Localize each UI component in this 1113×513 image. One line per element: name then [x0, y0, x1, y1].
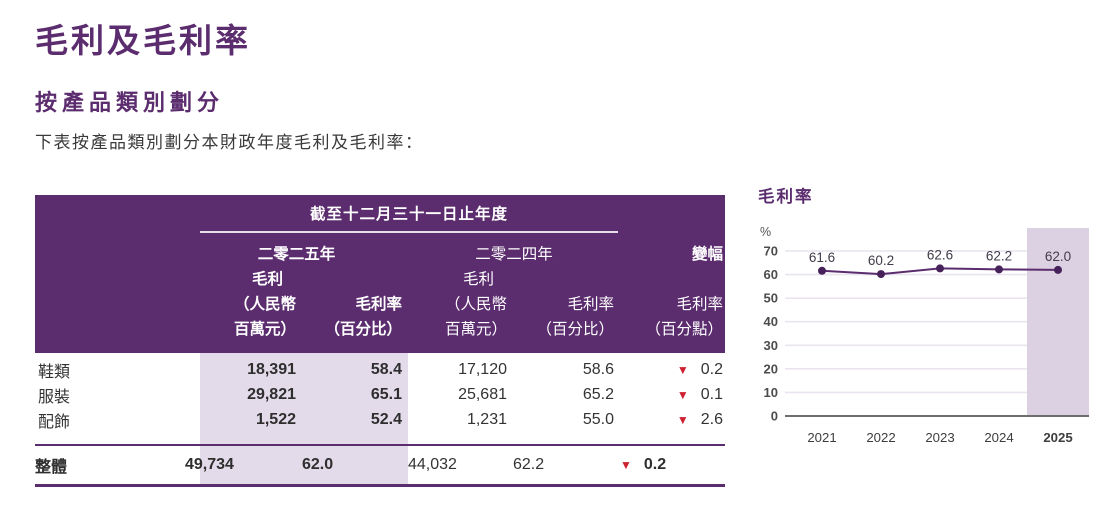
col-group-2025: 二零二五年 — [257, 246, 336, 263]
subheader-line: （人民幣 — [233, 296, 296, 313]
change-number: 0.2 — [700, 360, 723, 378]
subheader-line: （百分比） — [536, 321, 614, 338]
subheader-cell: 毛利率 （百分比） — [302, 267, 408, 342]
gp-2025-value: 49,734 — [185, 456, 234, 473]
y-tick-label: 20 — [764, 361, 778, 376]
period-underline — [200, 231, 618, 233]
subheader-cell: 毛利率 （百分比） — [513, 267, 620, 342]
change-value: ▼ 0.2 — [620, 361, 725, 379]
data-point — [995, 265, 1003, 274]
data-point — [877, 270, 885, 279]
data-point — [1054, 265, 1062, 274]
col-group-change: 變幅 — [691, 246, 723, 263]
change-number: 2.6 — [700, 410, 723, 428]
data-label: 60.2 — [868, 253, 894, 268]
col-group-2024: 二零二四年 — [475, 246, 553, 263]
gross-margin-line-chart: % 0 10 20 30 40 50 60 70 61.6 60.2 62.6 62.2 62.0 2021… — [760, 225, 1089, 445]
change-number: 0.1 — [700, 385, 723, 403]
page-title: 毛利及毛利率 — [35, 22, 251, 59]
total-row: 整體 49,734 62.0 44,032 62.2 ▼ 0.2 — [35, 446, 725, 484]
table-body: 鞋類 18,391 58.4 17,120 58.6 ▼ 0.2 服裝 29,821 65.1 25… — [35, 353, 725, 432]
table-row: 配飾 1,522 52.4 1,231 55.0 ▼ 2.6 — [35, 407, 725, 432]
table-bottom-border — [35, 484, 725, 487]
x-tick-label: 2022 — [866, 430, 895, 445]
section-title: 按產品類別劃分 — [35, 90, 225, 115]
down-triangle-icon: ▼ — [676, 387, 689, 402]
subheader-cell — [35, 267, 185, 342]
subheader-line: 毛利率 — [676, 296, 723, 313]
subheader-line: （百分比） — [324, 321, 402, 338]
subheader-cell: 毛利 （人民幣百萬元） — [185, 267, 302, 342]
data-point — [818, 266, 826, 275]
subheader-line: （人民幣 — [444, 296, 507, 313]
subheader-cell: 毛利率 （百分點） — [620, 267, 725, 342]
x-tick-label: 2021 — [807, 430, 836, 445]
gp-2025-value: 29,821 — [247, 385, 296, 403]
subheader-line: 百萬元） — [444, 321, 507, 338]
chart-title: 毛利率 — [758, 188, 814, 206]
change-value: ▼ 0.1 — [620, 386, 725, 404]
gm-2025-value: 52.4 — [370, 410, 402, 428]
row-label: 整體 — [35, 459, 68, 476]
gp-2024-value: 17,120 — [458, 360, 507, 378]
down-triangle-icon: ▼ — [676, 362, 689, 377]
y-tick-label: 50 — [764, 291, 778, 306]
data-label: 62.6 — [927, 247, 953, 262]
table-header: 截至十二月三十一日止年度 二零二五年 二零二四年 變幅 毛利 （人民幣 百萬元） 毛利… — [35, 195, 725, 353]
y-tick-label: 30 — [764, 338, 778, 353]
year-group-row: 二零二五年 二零二四年 變幅 — [35, 242, 725, 264]
subheader-line: 百萬元） — [233, 321, 296, 338]
x-tick-label: 2023 — [925, 430, 954, 445]
gm-2025-value: 58.4 — [370, 360, 402, 378]
subheader-cell: 毛利 （人民幣百萬元） — [408, 267, 513, 342]
total-row-wrap: 整體 49,734 62.0 44,032 62.2 ▼ 0.2 — [35, 446, 725, 484]
data-label: 62.0 — [1045, 249, 1071, 264]
change-value: ▼ 0.2 — [620, 456, 725, 474]
gp-2024-value: 25,681 — [458, 385, 507, 403]
subheader-line: （百分點） — [645, 321, 723, 338]
gm-2024-value: 58.6 — [582, 360, 614, 378]
table-row: 鞋類 18,391 58.4 17,120 58.6 ▼ 0.2 — [35, 357, 725, 382]
y-tick-label: 40 — [764, 314, 778, 329]
x-tick-label: 2024 — [984, 430, 1013, 445]
change-number: 0.2 — [643, 456, 667, 473]
y-tick-label: 70 — [764, 244, 778, 259]
highlight-2025-columns — [200, 353, 408, 487]
gm-2025-value: 62.0 — [302, 456, 334, 473]
gross-profit-table: 截至十二月三十一日止年度 二零二五年 二零二四年 變幅 毛利 （人民幣 百萬元） 毛利… — [35, 195, 725, 487]
gp-2025-value: 1,522 — [255, 410, 296, 428]
row-label: 配飾 — [38, 413, 71, 431]
period-header: 截至十二月三十一日止年度 — [309, 206, 508, 223]
highlight-2025-band — [1027, 228, 1089, 416]
intro-text: 下表按產品類別劃分本財政年度毛利及毛利率： — [35, 133, 424, 152]
y-tick-label: 10 — [764, 385, 778, 400]
change-value: ▼ 2.6 — [620, 411, 725, 429]
gm-2024-value: 62.2 — [513, 456, 545, 473]
down-triangle-icon: ▼ — [676, 412, 689, 427]
subheader-line: 毛利 — [251, 271, 283, 288]
data-point — [936, 264, 944, 273]
subheader-line: 毛利 — [462, 271, 494, 288]
subheader-line: 毛利率 — [355, 296, 402, 313]
y-axis-unit-label: % — [760, 225, 771, 239]
gp-2024-value: 44,032 — [408, 456, 457, 473]
subheader-row: 毛利 （人民幣百萬元） 毛利率 （百分比） 毛利 （人民幣百萬元） 毛利率 （百分比） 毛利率 （… — [35, 267, 725, 342]
gm-2024-value: 65.2 — [582, 385, 614, 403]
gp-2024-value: 1,231 — [466, 410, 507, 428]
y-tick-label: 0 — [771, 409, 778, 424]
x-tick-label: 2025 — [1043, 430, 1072, 445]
data-label: 61.6 — [809, 250, 835, 265]
down-triangle-icon: ▼ — [620, 458, 632, 472]
row-label: 服裝 — [38, 388, 71, 406]
subheader-line: 毛利率 — [567, 296, 614, 313]
gm-2024-value: 55.0 — [582, 410, 614, 428]
gp-2025-value: 18,391 — [247, 360, 296, 378]
data-label: 62.2 — [986, 248, 1012, 263]
y-tick-label: 60 — [764, 267, 778, 282]
table-row: 服裝 29,821 65.1 25,681 65.2 ▼ 0.1 — [35, 382, 725, 407]
row-label: 鞋類 — [38, 363, 71, 381]
gm-2025-value: 65.1 — [370, 385, 402, 403]
total-separator-line — [35, 444, 725, 446]
